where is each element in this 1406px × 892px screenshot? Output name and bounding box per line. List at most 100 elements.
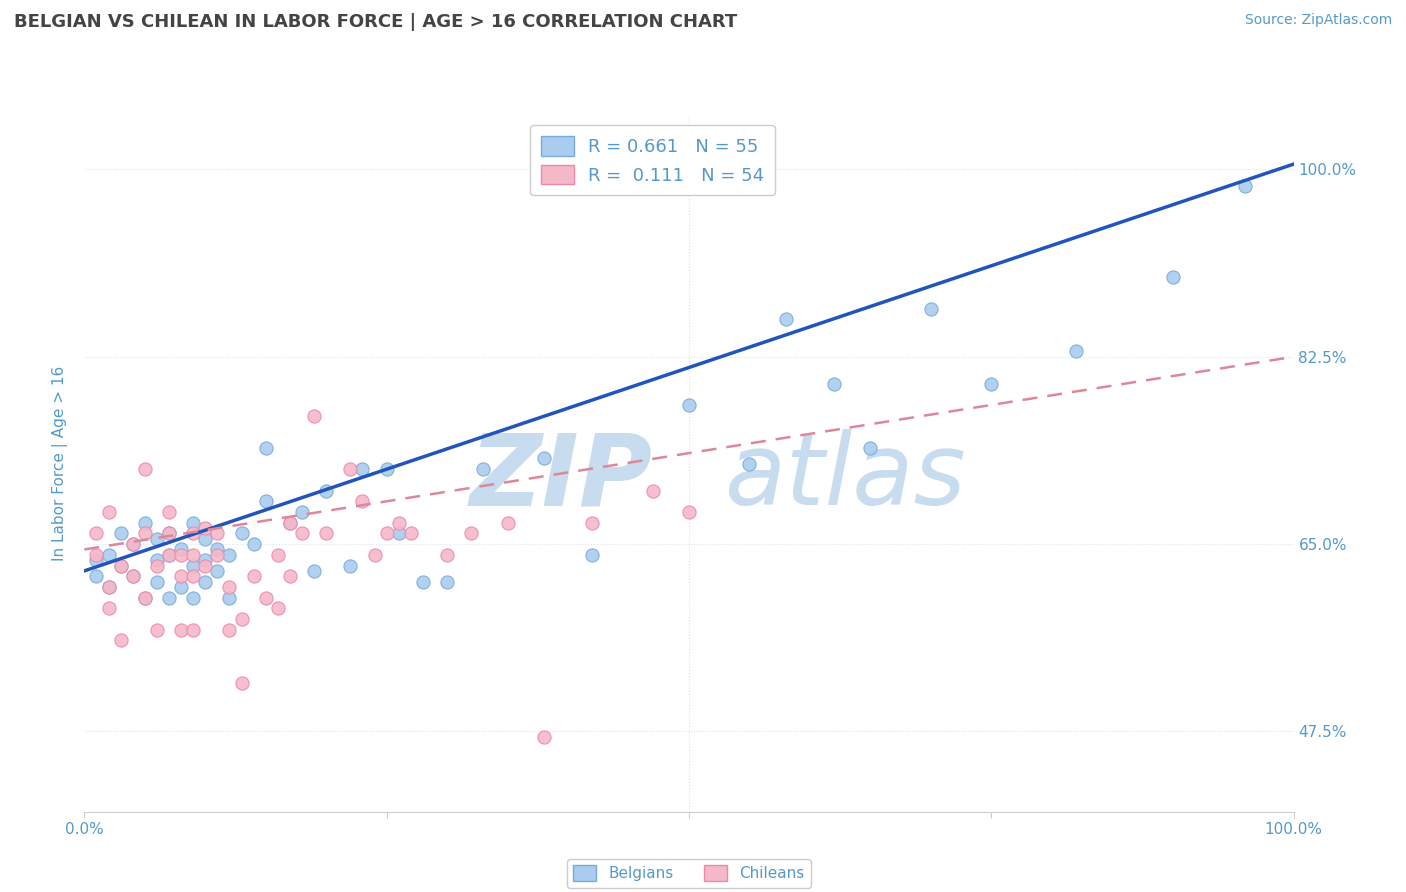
Point — [146, 623, 169, 637]
Point — [315, 526, 337, 541]
Point — [157, 526, 180, 541]
Point — [146, 532, 169, 546]
Point — [110, 526, 132, 541]
Point — [363, 548, 385, 562]
Text: Source: ZipAtlas.com: Source: ZipAtlas.com — [1244, 13, 1392, 28]
Point — [207, 526, 229, 541]
Point — [181, 558, 204, 573]
Point — [460, 526, 482, 541]
Point — [157, 548, 180, 562]
Point — [823, 376, 845, 391]
Point — [533, 451, 555, 466]
Point — [110, 558, 132, 573]
Point — [97, 505, 120, 519]
Point — [134, 462, 156, 476]
Text: atlas: atlas — [725, 429, 967, 526]
Point — [278, 569, 301, 583]
Point — [194, 532, 217, 546]
Point — [97, 601, 120, 615]
Point — [375, 462, 398, 476]
Point — [859, 441, 882, 455]
Point — [315, 483, 337, 498]
Point — [97, 548, 120, 562]
Point — [267, 601, 290, 615]
Point — [121, 569, 143, 583]
Point — [1234, 178, 1257, 193]
Point — [412, 574, 434, 589]
Point — [170, 548, 193, 562]
Point — [97, 580, 120, 594]
Point — [231, 676, 253, 690]
Y-axis label: In Labor Force | Age > 16: In Labor Force | Age > 16 — [52, 367, 69, 561]
Point — [254, 494, 277, 508]
Point — [121, 537, 143, 551]
Point — [291, 505, 314, 519]
Point — [97, 580, 120, 594]
Text: ZIP: ZIP — [470, 429, 652, 526]
Point — [181, 591, 204, 605]
Point — [121, 569, 143, 583]
Text: BELGIAN VS CHILEAN IN LABOR FORCE | AGE > 16 CORRELATION CHART: BELGIAN VS CHILEAN IN LABOR FORCE | AGE … — [14, 13, 737, 31]
Point — [980, 376, 1002, 391]
Point — [218, 548, 240, 562]
Point — [375, 526, 398, 541]
Point — [181, 548, 204, 562]
Point — [254, 441, 277, 455]
Point — [1064, 344, 1087, 359]
Point — [231, 526, 253, 541]
Point — [110, 558, 132, 573]
Point — [194, 574, 217, 589]
Point — [170, 542, 193, 557]
Point — [1161, 269, 1184, 284]
Point — [181, 516, 204, 530]
Point — [134, 591, 156, 605]
Point — [472, 462, 495, 476]
Point — [291, 526, 314, 541]
Point — [157, 548, 180, 562]
Point — [194, 553, 217, 567]
Point — [388, 516, 411, 530]
Point — [170, 580, 193, 594]
Point — [218, 591, 240, 605]
Point — [110, 633, 132, 648]
Point — [302, 564, 325, 578]
Point — [775, 312, 797, 326]
Point — [86, 526, 108, 541]
Point — [278, 516, 301, 530]
Point — [218, 623, 240, 637]
Point — [146, 558, 169, 573]
Point — [170, 569, 193, 583]
Point — [242, 537, 264, 551]
Point — [388, 526, 411, 541]
Point — [146, 553, 169, 567]
Point — [496, 516, 519, 530]
Point — [352, 494, 374, 508]
Point — [134, 516, 156, 530]
Point — [278, 516, 301, 530]
Point — [170, 623, 193, 637]
Point — [352, 462, 374, 476]
Point — [194, 558, 217, 573]
Point — [181, 623, 204, 637]
Point — [920, 301, 942, 316]
Point — [678, 505, 700, 519]
Point — [339, 558, 361, 573]
Point — [267, 548, 290, 562]
Point — [86, 569, 108, 583]
Point — [181, 526, 204, 541]
Point — [121, 537, 143, 551]
Point — [533, 730, 555, 744]
Point — [86, 548, 108, 562]
Point — [157, 505, 180, 519]
Point — [134, 591, 156, 605]
Point — [581, 516, 603, 530]
Point — [242, 569, 264, 583]
Point — [146, 574, 169, 589]
Point — [86, 553, 108, 567]
Legend: R = 0.661   N = 55, R =  0.111   N = 54: R = 0.661 N = 55, R = 0.111 N = 54 — [530, 125, 775, 195]
Point — [134, 526, 156, 541]
Point — [194, 521, 217, 535]
Point — [254, 591, 277, 605]
Point — [207, 542, 229, 557]
Point — [207, 548, 229, 562]
